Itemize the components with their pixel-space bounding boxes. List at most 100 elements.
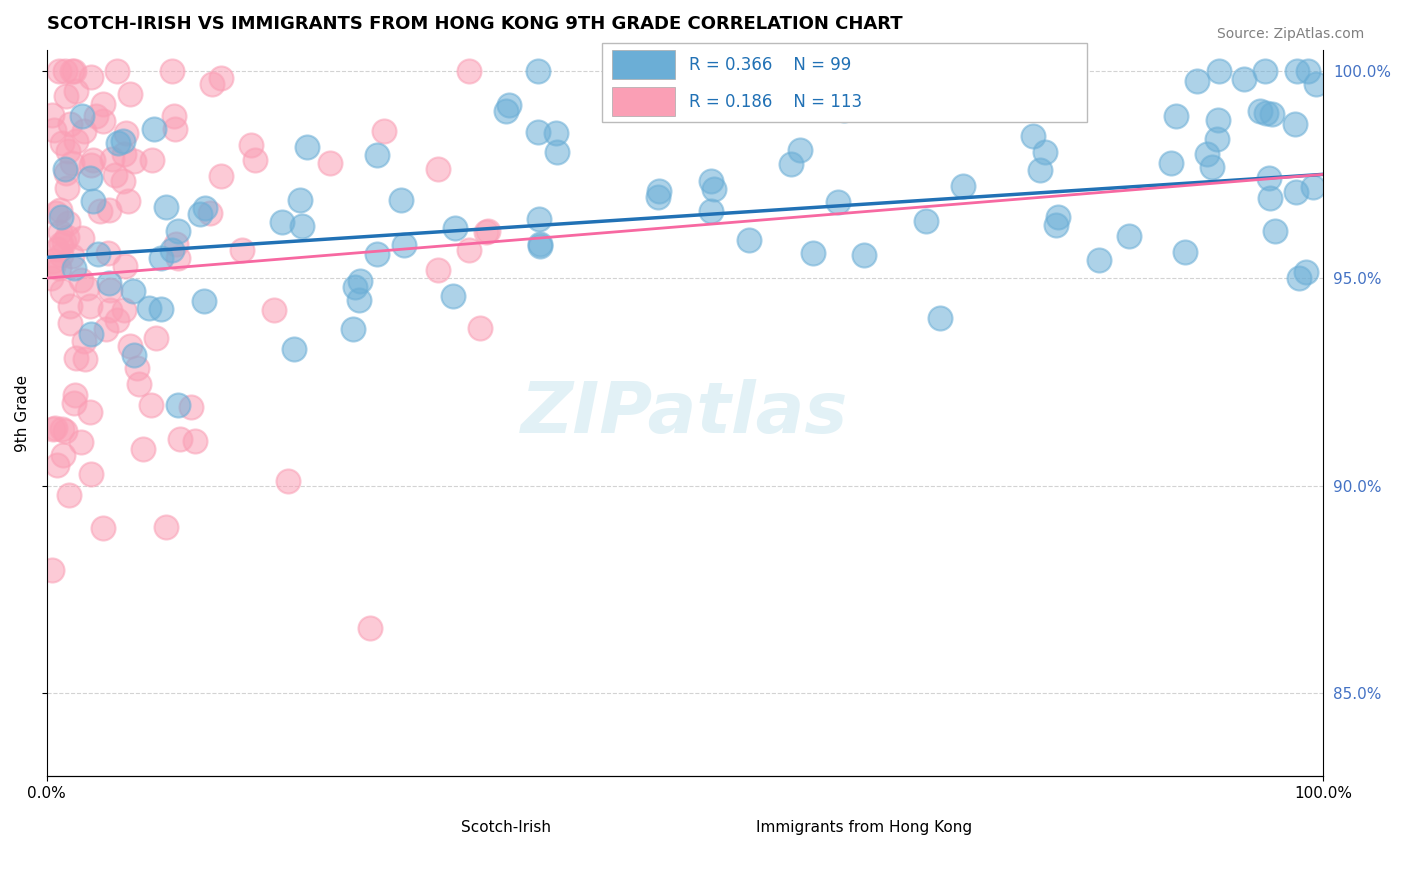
Point	[529, 236, 551, 251]
Point	[59, 117, 82, 131]
Point	[91, 114, 114, 128]
Point	[91, 96, 114, 111]
Point	[53, 235, 76, 249]
Point	[755, 80, 778, 95]
Point	[72, 231, 94, 245]
Point	[122, 284, 145, 298]
Point	[79, 299, 101, 313]
Point	[160, 243, 183, 257]
Point	[80, 326, 103, 341]
Point	[114, 259, 136, 273]
Point	[125, 361, 148, 376]
Point	[342, 321, 364, 335]
Point	[1195, 147, 1218, 161]
Point	[894, 63, 917, 78]
Point	[59, 316, 82, 330]
Point	[194, 201, 217, 215]
Point	[70, 109, 93, 123]
Point	[62, 249, 84, 263]
Point	[392, 238, 415, 252]
Point	[45, 458, 67, 472]
Point	[131, 442, 153, 457]
Point	[1208, 63, 1230, 78]
Point	[703, 182, 725, 196]
Point	[128, 377, 150, 392]
Point	[1254, 63, 1277, 78]
Point	[63, 388, 86, 402]
Point	[184, 434, 207, 449]
Point	[349, 274, 371, 288]
Point	[45, 205, 67, 219]
Point	[527, 125, 550, 139]
Point	[162, 63, 184, 78]
Point	[544, 126, 567, 140]
Point	[319, 156, 342, 170]
Point	[915, 214, 938, 228]
Point	[51, 136, 73, 150]
Point	[145, 331, 167, 345]
Point	[89, 204, 111, 219]
Point	[527, 63, 550, 78]
Point	[1118, 229, 1140, 244]
Point	[63, 63, 86, 78]
Point	[114, 126, 136, 140]
Point	[546, 145, 568, 160]
Point	[1185, 73, 1208, 87]
Point	[1164, 109, 1187, 123]
Text: Source: ZipAtlas.com: Source: ZipAtlas.com	[1216, 27, 1364, 41]
Point	[53, 424, 76, 438]
Point	[1258, 191, 1281, 205]
Point	[1285, 185, 1308, 199]
Point	[763, 64, 786, 78]
Point	[118, 339, 141, 353]
Point	[1286, 63, 1309, 78]
Point	[84, 109, 107, 123]
Point	[138, 301, 160, 315]
Point	[76, 281, 98, 295]
Point	[53, 161, 76, 176]
Point	[1029, 163, 1052, 178]
Point	[270, 214, 292, 228]
Text: SCOTCH-IRISH VS IMMIGRANTS FROM HONG KONG 9TH GRADE CORRELATION CHART: SCOTCH-IRISH VS IMMIGRANTS FROM HONG KON…	[46, 15, 903, 33]
Point	[200, 205, 222, 219]
Point	[96, 322, 118, 336]
Point	[112, 147, 135, 161]
Point	[41, 108, 63, 122]
Point	[801, 245, 824, 260]
Point	[1232, 72, 1254, 87]
Point	[52, 448, 75, 462]
Point	[53, 63, 76, 78]
Point	[49, 247, 72, 261]
Point	[366, 247, 388, 261]
Point	[105, 63, 128, 78]
Point	[344, 280, 367, 294]
Point	[51, 284, 73, 298]
Point	[98, 302, 121, 317]
Point	[118, 87, 141, 102]
Point	[832, 103, 855, 117]
Point	[143, 121, 166, 136]
Point	[373, 124, 395, 138]
Point	[155, 520, 177, 534]
Point	[827, 194, 849, 209]
Point	[73, 334, 96, 348]
Point	[1254, 106, 1277, 120]
Point	[263, 303, 285, 318]
Point	[73, 124, 96, 138]
Point	[60, 63, 83, 78]
Point	[291, 219, 314, 233]
Point	[1206, 112, 1229, 127]
Point	[283, 342, 305, 356]
Point	[60, 156, 83, 170]
Point	[107, 136, 129, 150]
Point	[150, 301, 173, 316]
Point	[70, 273, 93, 287]
Point	[474, 225, 496, 239]
Point	[297, 139, 319, 153]
Point	[51, 421, 73, 435]
Point	[79, 405, 101, 419]
Point	[166, 251, 188, 265]
Point	[82, 153, 104, 167]
Point	[79, 170, 101, 185]
Point	[1258, 171, 1281, 186]
